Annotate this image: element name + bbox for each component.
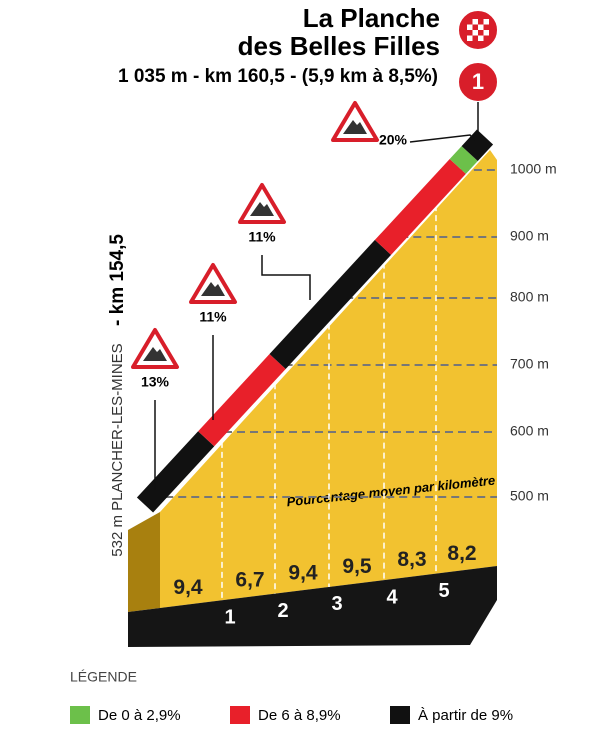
legend-title: LÉGENDE: [70, 669, 137, 685]
altitude-label: 900 m: [510, 228, 549, 244]
road-segment: [374, 158, 466, 255]
legend-swatch: [390, 706, 410, 724]
climb-label: 11%: [199, 309, 227, 325]
start-altitude: 532 m PLANCHER-LES-MINES: [109, 343, 126, 556]
km-label: 1: [224, 607, 235, 629]
title-line: La Planche: [303, 3, 440, 33]
title-line: des Belles Filles: [238, 31, 440, 61]
climb-sign: [131, 328, 179, 369]
gradient-label: 9,5: [342, 555, 372, 578]
gradient-label: 9,4: [173, 576, 203, 599]
leader: [261, 255, 311, 300]
climb-sign: [331, 101, 379, 142]
road-segment: [198, 354, 286, 447]
legend-label: À partir de 9%: [418, 707, 513, 724]
gradient-label: 8,3: [397, 548, 426, 571]
altitude-label: 1000 m: [510, 161, 557, 177]
legend-label: De 6 à 8,9%: [258, 707, 341, 724]
km-label: 3: [331, 593, 342, 615]
side-face: [128, 512, 160, 612]
altitude-label: 600 m: [510, 423, 549, 439]
gradient-label: 9,4: [288, 562, 318, 585]
climb-label: 13%: [141, 374, 170, 390]
gradient-label: 6,7: [235, 568, 264, 591]
base: [128, 566, 497, 647]
road-segment: [136, 431, 215, 513]
mountain: [143, 347, 167, 361]
summary: 1 035 m - km 160,5 - (5,9 km à 8,5%): [118, 66, 438, 87]
road-segment: [461, 129, 494, 162]
legend-swatch: [70, 706, 90, 724]
road-segment: [449, 146, 478, 174]
badge-label: 1: [472, 69, 484, 94]
climb-label: 11%: [248, 229, 276, 245]
mountain: [250, 202, 274, 216]
mountain: [201, 282, 225, 296]
gradient-label: 8,2: [447, 542, 476, 565]
leader: [409, 134, 476, 143]
climb-sign: [238, 183, 286, 224]
km-label: 2: [277, 600, 288, 622]
legend-swatch: [230, 706, 250, 724]
legend-label: De 0 à 2,9%: [98, 707, 181, 724]
climb-label: 20%: [379, 132, 408, 148]
finish-icon: [457, 9, 499, 51]
climb-sign: [189, 263, 237, 304]
altitude-label: 800 m: [510, 289, 549, 305]
road-segment: [269, 239, 392, 369]
altitude-label: 700 m: [510, 356, 549, 372]
km-label: 5: [438, 580, 449, 602]
km-label: 4: [386, 586, 398, 608]
mountain: [343, 120, 367, 134]
start-km: - km 154,5: [107, 234, 128, 326]
altitude-label: 500 m: [510, 488, 549, 504]
